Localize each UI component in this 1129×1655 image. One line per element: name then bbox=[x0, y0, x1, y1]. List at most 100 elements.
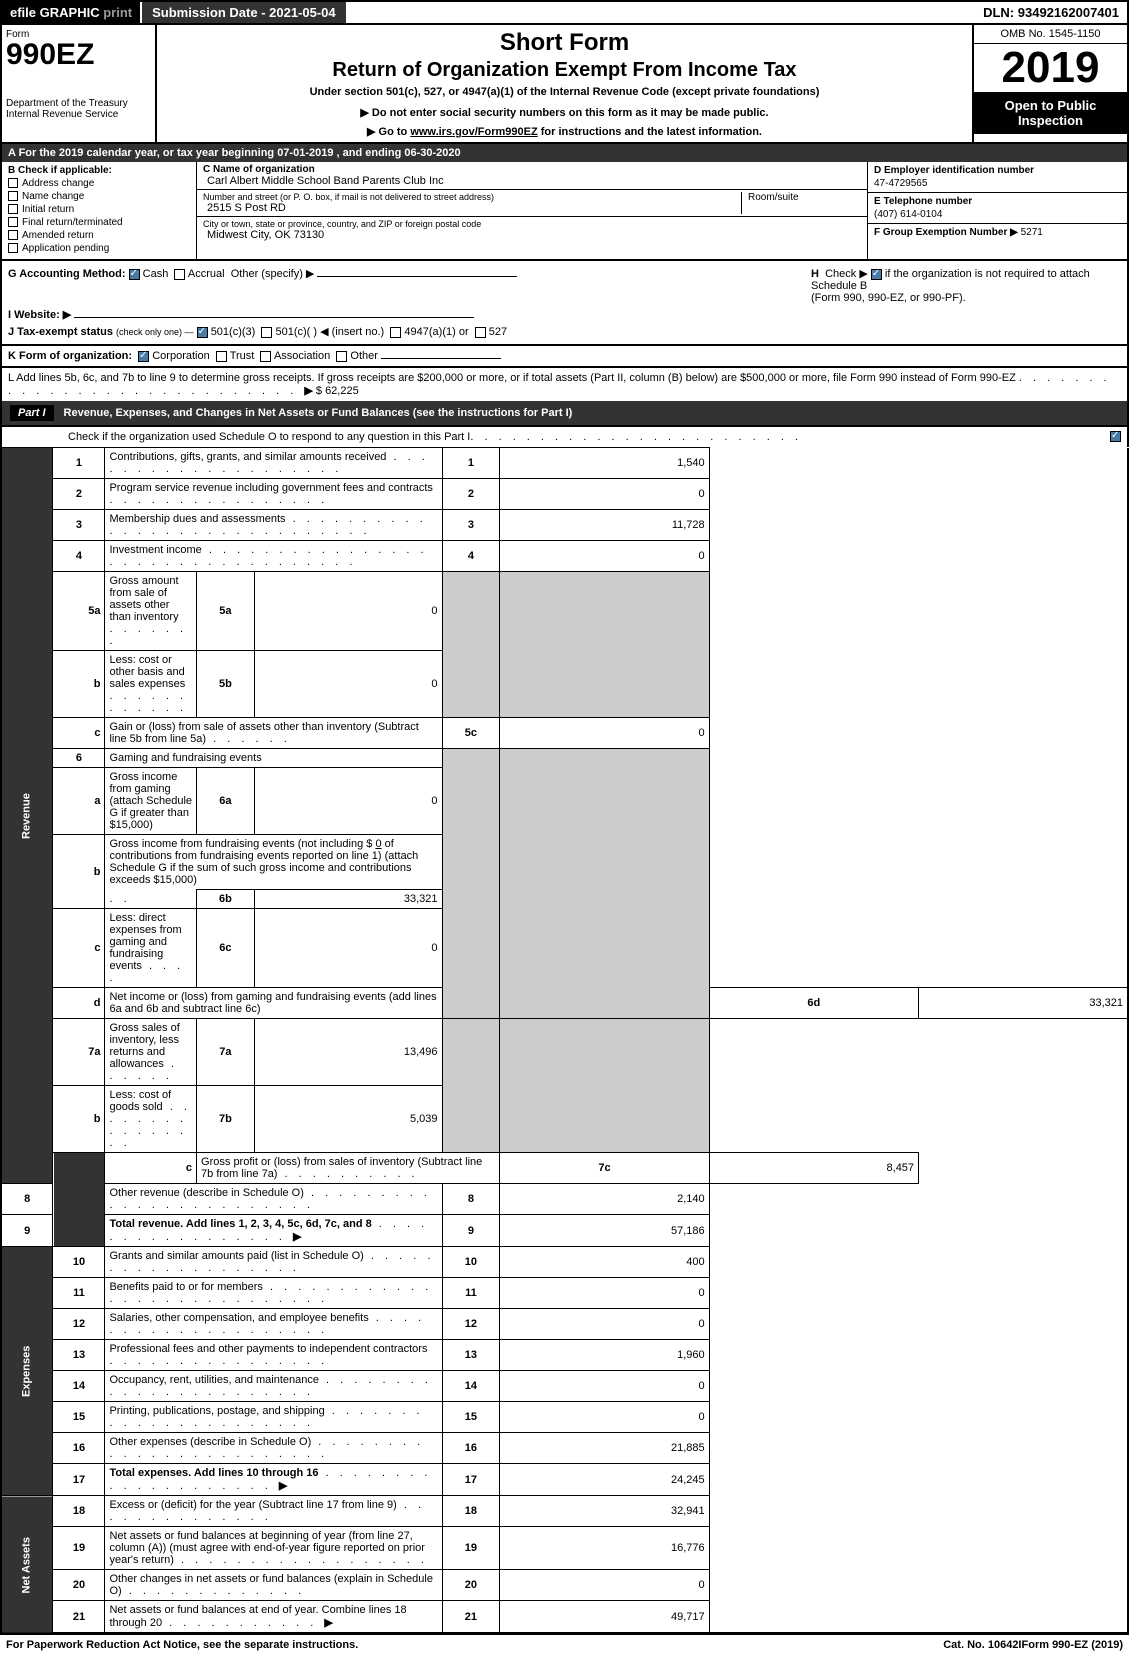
b-application-pending[interactable]: Application pending bbox=[8, 243, 190, 254]
line-18: Net Assets 18 Excess or (deficit) for th… bbox=[1, 1496, 1128, 1527]
cash-checkbox[interactable] bbox=[129, 269, 140, 280]
omb-number: OMB No. 1545-1150 bbox=[974, 25, 1127, 44]
h-checkbox[interactable] bbox=[871, 269, 882, 280]
k-other-checkbox[interactable] bbox=[336, 351, 347, 362]
dln: DLN: 93492162007401 bbox=[975, 2, 1127, 23]
goto-suffix: for instructions and the latest informat… bbox=[541, 126, 762, 138]
dln-value: 93492162007401 bbox=[1018, 5, 1119, 20]
line-15: 15 Printing, publications, postage, and … bbox=[1, 1402, 1128, 1433]
line-6: 6 Gaming and fundraising events bbox=[1, 749, 1128, 768]
tax-year: 2019 bbox=[974, 44, 1127, 92]
line-10: Expenses 10 Grants and similar amounts p… bbox=[1, 1247, 1128, 1278]
print-label[interactable]: print bbox=[103, 5, 132, 20]
c-street-label: Number and street (or P. O. box, if mail… bbox=[203, 192, 741, 202]
other-specify-input[interactable] bbox=[317, 276, 517, 277]
checkbox-icon bbox=[8, 243, 18, 253]
j-tax-exempt: J Tax-exempt status (check only one) — 5… bbox=[8, 325, 1121, 338]
line-2: 2 Program service revenue including gove… bbox=[1, 479, 1128, 510]
c-city-row: City or town, state or province, country… bbox=[197, 217, 867, 243]
e-label: E Telephone number bbox=[874, 196, 972, 207]
efile-prefix: efile bbox=[10, 5, 36, 20]
g-accounting: G Accounting Method: Cash Accrual Other … bbox=[8, 267, 811, 304]
part1-header: Part I Revenue, Expenses, and Changes in… bbox=[0, 401, 1129, 427]
ghij-block: G Accounting Method: Cash Accrual Other … bbox=[0, 261, 1129, 346]
line-7a: 7a Gross sales of inventory, less return… bbox=[1, 1019, 1128, 1086]
page-footer: For Paperwork Reduction Act Notice, see … bbox=[0, 1634, 1129, 1655]
website-input[interactable] bbox=[74, 317, 474, 318]
k-other-input[interactable] bbox=[381, 358, 501, 359]
line-6b-amount: 0 bbox=[375, 838, 381, 850]
lines-table: Revenue 1 Contributions, gifts, grants, … bbox=[0, 447, 1129, 1634]
dots: . . . . . . . . . . . . . . . . . . . . … bbox=[470, 431, 1110, 443]
checkbox-icon bbox=[8, 204, 18, 214]
part1-checkbox[interactable] bbox=[1110, 431, 1121, 442]
g-label: G Accounting Method: bbox=[8, 268, 126, 280]
l-row: L Add lines 5b, 6c, and 7b to line 9 to … bbox=[0, 368, 1129, 401]
phone-value: (407) 614-0104 bbox=[874, 209, 1121, 220]
c-cell: C Name of organization Carl Albert Middl… bbox=[197, 162, 867, 259]
j-501c3-checkbox[interactable] bbox=[197, 327, 208, 338]
arrow-icon: ▶ bbox=[304, 385, 312, 397]
b-amended-return[interactable]: Amended return bbox=[8, 230, 190, 241]
b-label: B Check if applicable: bbox=[8, 165, 190, 176]
k-corp-checkbox[interactable] bbox=[138, 351, 149, 362]
f-label: F Group Exemption Number ▶ bbox=[874, 227, 1018, 238]
j-501c-checkbox[interactable] bbox=[261, 327, 272, 338]
line-8: 8 Other revenue (describe in Schedule O)… bbox=[1, 1184, 1128, 1215]
street-address: 2515 S Post RD bbox=[207, 202, 741, 214]
part1-check-row: Check if the organization used Schedule … bbox=[0, 427, 1129, 447]
a-row: A For the 2019 calendar year, or tax yea… bbox=[0, 144, 1129, 162]
line-21: 21 Net assets or fund balances at end of… bbox=[1, 1601, 1128, 1634]
b-final-return[interactable]: Final return/terminated bbox=[8, 217, 190, 228]
under-section: Under section 501(c), 527, or 4947(a)(1)… bbox=[161, 86, 968, 98]
c-street-row: Number and street (or P. O. box, if mail… bbox=[197, 190, 867, 217]
line-9: 9 Total revenue. Add lines 1, 2, 3, 4, 5… bbox=[1, 1215, 1128, 1247]
f-group: F Group Exemption Number ▶ 5271 bbox=[868, 224, 1127, 259]
accrual-checkbox[interactable] bbox=[174, 269, 185, 280]
b-address-change[interactable]: Address change bbox=[8, 178, 190, 189]
checkbox-icon bbox=[8, 191, 18, 201]
footer-right: Form 990-EZ (2019) bbox=[1022, 1639, 1124, 1651]
j-4947-checkbox[interactable] bbox=[390, 327, 401, 338]
line-19: 19 Net assets or fund balances at beginn… bbox=[1, 1527, 1128, 1570]
e-phone: E Telephone number (407) 614-0104 bbox=[868, 193, 1127, 224]
j-sub: (check only one) — bbox=[116, 327, 194, 337]
l-text: L Add lines 5b, 6c, and 7b to line 9 to … bbox=[8, 372, 1016, 384]
return-title: Return of Organization Exempt From Incom… bbox=[161, 59, 968, 82]
k-assoc-checkbox[interactable] bbox=[260, 351, 271, 362]
line-4: 4 Investment income . . . . . . . . . . … bbox=[1, 541, 1128, 572]
line-7c: c Gross profit or (loss) from sales of i… bbox=[1, 1153, 1128, 1184]
i-website: I Website: ▶ bbox=[8, 308, 1121, 321]
revenue-side-label: Revenue bbox=[1, 448, 53, 1184]
footer-center: Cat. No. 10642I bbox=[943, 1639, 1021, 1651]
group-value: 5271 bbox=[1021, 227, 1043, 238]
goto-link[interactable]: www.irs.gov/Form990EZ bbox=[410, 126, 537, 138]
line-3: 3 Membership dues and assessments . . . … bbox=[1, 510, 1128, 541]
expenses-side-label: Expenses bbox=[1, 1247, 53, 1496]
part1-label: Part I bbox=[10, 405, 54, 421]
j-527-checkbox[interactable] bbox=[475, 327, 486, 338]
h-text3: (Form 990, 990-EZ, or 990-PF). bbox=[811, 292, 966, 304]
checkbox-icon bbox=[8, 217, 18, 227]
city-address: Midwest City, OK 73130 bbox=[207, 229, 861, 241]
c-name-label: C Name of organization bbox=[203, 164, 861, 175]
line-12: 12 Salaries, other compensation, and emp… bbox=[1, 1309, 1128, 1340]
c-city-label: City or town, state or province, country… bbox=[203, 219, 861, 229]
gh-row: G Accounting Method: Cash Accrual Other … bbox=[8, 267, 1121, 304]
bcdef-row: B Check if applicable: Address change Na… bbox=[0, 162, 1129, 261]
h-check: H Check ▶ if the organization is not req… bbox=[811, 267, 1121, 304]
b-initial-return[interactable]: Initial return bbox=[8, 204, 190, 215]
checkbox-icon bbox=[8, 178, 18, 188]
line-5a: 5a Gross amount from sale of assets othe… bbox=[1, 572, 1128, 651]
line-14: 14 Occupancy, rent, utilities, and maint… bbox=[1, 1371, 1128, 1402]
footer-left: For Paperwork Reduction Act Notice, see … bbox=[6, 1639, 943, 1651]
submission-date: Submission Date - 2021-05-04 bbox=[140, 2, 346, 23]
line-5c: c Gain or (loss) from sale of assets oth… bbox=[1, 718, 1128, 749]
open-to-public: Open to Public Inspection bbox=[974, 92, 1127, 134]
l-amount: $ 62,225 bbox=[316, 385, 359, 397]
b-name-change[interactable]: Name change bbox=[8, 191, 190, 202]
k-trust-checkbox[interactable] bbox=[216, 351, 227, 362]
k-label: K Form of organization: bbox=[8, 350, 132, 362]
c-name-row: C Name of organization Carl Albert Middl… bbox=[197, 162, 867, 190]
ein-value: 47-4729565 bbox=[874, 178, 1121, 189]
